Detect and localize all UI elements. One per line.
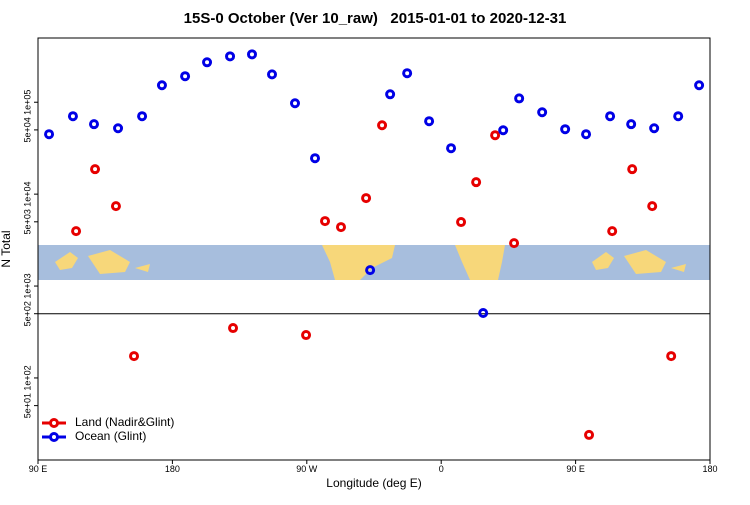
- point: [584, 429, 595, 440]
- point: [627, 164, 638, 175]
- y-tick-label: 5e+04: [22, 117, 32, 142]
- point: [514, 93, 525, 104]
- x-tick-label: 0: [439, 464, 444, 474]
- point: [361, 193, 372, 204]
- point: [626, 119, 637, 130]
- point: [246, 49, 257, 60]
- legend-label: Land (Nadir&Glint): [75, 415, 174, 429]
- point: [137, 111, 148, 122]
- point: [180, 71, 191, 82]
- y-tick-label: 5e+01: [22, 393, 32, 418]
- point: [471, 177, 482, 188]
- point: [228, 323, 239, 334]
- point: [498, 125, 509, 136]
- point: [537, 107, 548, 118]
- y-tick-label: 1e+04: [22, 182, 32, 207]
- y-axis-label: N Total: [0, 230, 13, 267]
- x-tick-label: 180: [702, 464, 717, 474]
- point: [290, 98, 301, 109]
- point: [129, 351, 140, 362]
- point: [310, 153, 321, 164]
- point: [202, 57, 213, 68]
- point: [424, 116, 435, 127]
- x-tick-label: 90 W: [296, 464, 318, 474]
- point: [581, 129, 592, 140]
- y-tick-label: 1e+05: [22, 90, 32, 115]
- point: [89, 119, 99, 130]
- point: [478, 307, 489, 318]
- point: [67, 111, 78, 122]
- y-tick-label: 1e+03: [22, 273, 32, 298]
- point: [365, 265, 376, 276]
- point: [560, 124, 571, 135]
- point: [673, 111, 684, 122]
- y-tick-label: 5e+02: [22, 301, 32, 326]
- y-tick-label: 1e+02: [22, 365, 32, 390]
- legend-marker: [49, 432, 59, 442]
- plot-frame: [37, 37, 711, 461]
- y-tick-label: 5e+03: [22, 209, 32, 234]
- point: [446, 143, 457, 154]
- x-tick-label: 90 E: [566, 464, 585, 474]
- point: [456, 217, 467, 228]
- point: [694, 80, 705, 91]
- point: [320, 216, 331, 227]
- point: [301, 330, 312, 341]
- point: [156, 80, 167, 91]
- point: [402, 68, 413, 79]
- legend-marker: [49, 418, 59, 428]
- map-band: [38, 245, 710, 280]
- point: [44, 129, 55, 140]
- x-tick-label: 180: [165, 464, 180, 474]
- point: [225, 51, 236, 62]
- x-axis-label: Longitude (deg E): [326, 476, 421, 490]
- point: [490, 130, 501, 141]
- point: [335, 222, 346, 233]
- point: [377, 120, 388, 131]
- point: [90, 164, 101, 175]
- point: [649, 123, 660, 134]
- point: [71, 226, 82, 237]
- point: [509, 238, 520, 249]
- point: [647, 201, 658, 212]
- point: [607, 226, 618, 237]
- point: [113, 123, 124, 134]
- point: [110, 201, 121, 212]
- chart-title: 15S-0 October (Ver 10_raw) 2015-01-01 to…: [184, 10, 567, 27]
- point: [267, 69, 278, 80]
- point: [666, 351, 677, 362]
- point: [385, 89, 396, 100]
- legend-label: Ocean (Glint): [75, 429, 146, 443]
- x-tick-label: 90 E: [29, 464, 48, 474]
- point: [605, 111, 616, 122]
